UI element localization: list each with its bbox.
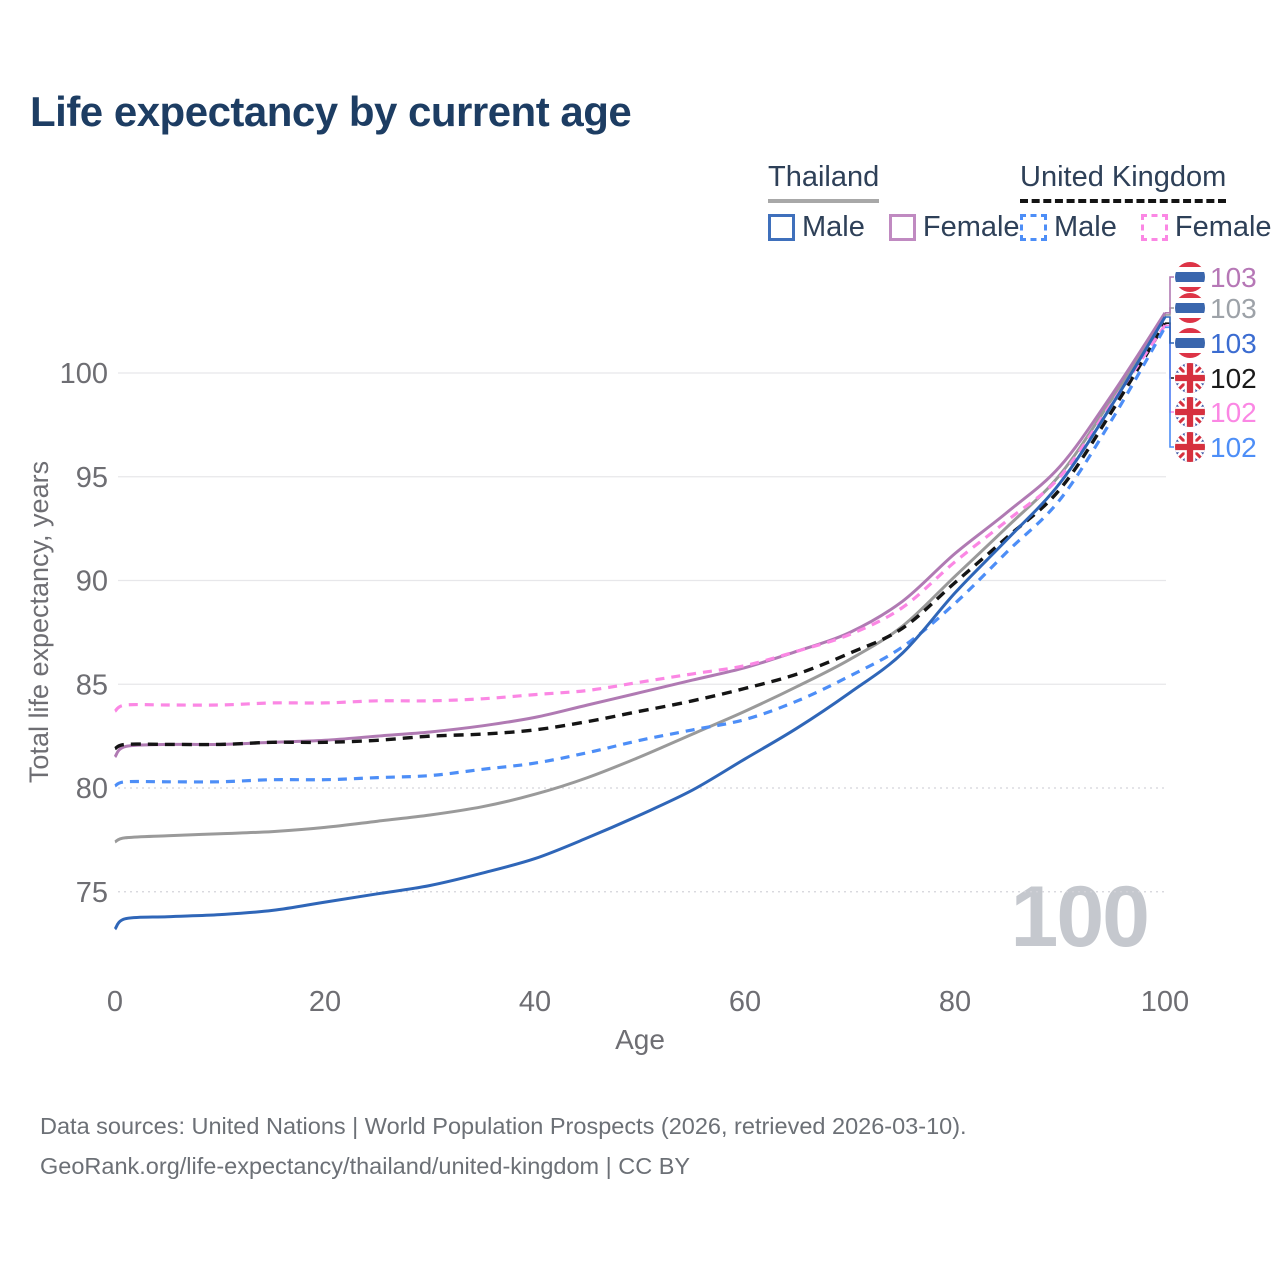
end-value-label-th_male: 103 [1210,328,1257,359]
footer: Data sources: United Nations | World Pop… [40,1106,967,1186]
x-tick-label: 0 [107,986,123,1018]
thailand-flag-icon [1175,328,1205,358]
x-axis-title: Age [615,1024,665,1055]
legend-label: Male [802,211,865,243]
legend-header-united-kingdom[interactable]: United Kingdom [1020,161,1227,203]
series-line-uk_female[interactable] [113,324,1167,713]
y-tick-label: 95 [76,462,108,494]
x-tick-label: 20 [309,986,341,1018]
y-tick-label: 75 [76,877,108,909]
x-tick-label: 60 [729,986,761,1018]
y-tick-label: 85 [76,669,108,701]
current-age-watermark: 100 [1011,869,1149,965]
uk-flag-icon [1175,397,1205,427]
leader-line-uk_male [1165,326,1174,448]
uk-male-swatch [1020,214,1047,241]
data-sources-note: Data sources: United Nations | World Pop… [40,1113,967,1139]
thailand-female-swatch [888,214,916,241]
y-axis-title: Total life expectancy, years [24,461,54,783]
thailand-flag-icon [1175,262,1205,292]
legend-item-uk-male[interactable]: Male [1020,211,1117,244]
y-tick-label: 80 [76,773,108,805]
legend-item-thailand-male[interactable]: Male [768,211,865,244]
page-title: Life expectancy by current age [30,88,632,135]
legend-group-thailand: Thailand Male Female [768,161,1020,244]
x-tick-label: 40 [519,986,551,1018]
uk-female-swatch [1140,214,1168,241]
legend-item-thailand-female[interactable]: Female [888,211,1020,244]
source-link[interactable]: GeoRank.org/life-expectancy/thailand/uni… [40,1153,691,1179]
series-line-th_male[interactable] [113,316,1167,931]
y-tick-label: 90 [76,566,108,598]
legend-group-united-kingdom: United Kingdom Male Female [1020,161,1272,244]
leader-line-th_female [1165,276,1174,314]
series-line-th_female[interactable] [113,311,1167,758]
thailand-male-swatch [768,214,795,241]
thailand-flag-icon [1175,293,1205,323]
series-line-uk_male[interactable] [114,326,1167,788]
uk-flag-icon [1175,363,1205,393]
end-value-label-th_female: 103 [1210,262,1257,293]
end-value-label-uk_total: 102 [1210,363,1257,394]
legend-label: Male [1054,211,1117,243]
legend-label: Female [922,211,1020,243]
uk-flag-icon [1175,432,1205,462]
leader-line-th_male [1165,316,1174,344]
end-value-label-uk_female: 102 [1210,397,1257,428]
series-line-th_total[interactable] [114,314,1167,844]
legend-item-uk-female[interactable]: Female [1140,211,1272,244]
end-value-label-th_total: 103 [1210,293,1257,324]
legend-label: Female [1174,211,1272,243]
x-tick-label: 100 [1141,986,1189,1018]
y-tick-label: 100 [60,358,108,390]
x-tick-label: 80 [939,986,971,1018]
legend-header-thailand[interactable]: Thailand [768,161,880,203]
end-value-label-uk_male: 102 [1210,432,1257,463]
